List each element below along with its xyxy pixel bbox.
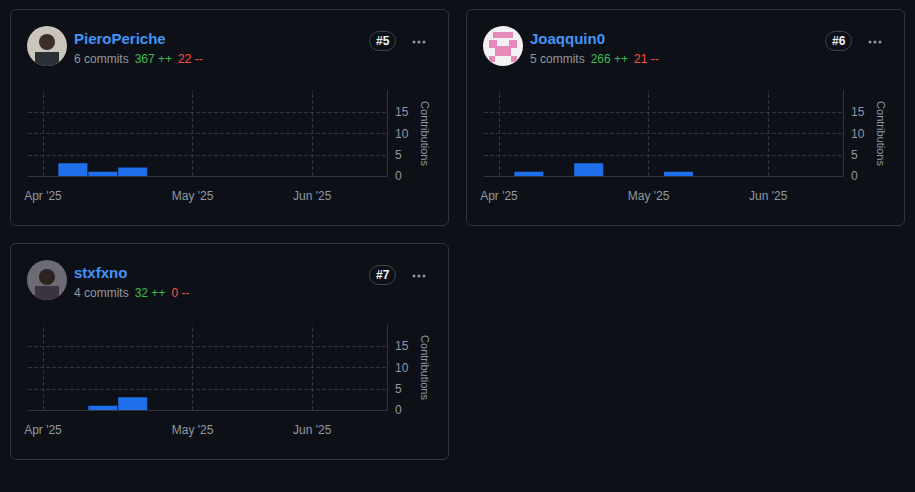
svg-text:0: 0 [851,169,858,183]
svg-text:Apr '25: Apr '25 [24,423,62,437]
svg-text:10: 10 [851,127,865,141]
html-text:4 commits: 4 commits [74,286,129,300]
svg-text:Jun '25: Jun '25 [749,189,788,203]
html-text:0 --: 0 -- [171,286,190,300]
html-text:367 ++: 367 ++ [134,52,173,66]
html-text:#7: #7 [376,268,390,282]
svg-text:Jun '25: Jun '25 [293,423,332,437]
svg-text:0: 0 [395,169,402,183]
svg-text:15: 15 [395,339,409,353]
svg-text:Contributions: Contributions [875,101,887,166]
svg-text:5: 5 [851,148,858,162]
html-text:21 --: 21 -- [634,52,659,66]
svg-text:Contributions: Contributions [419,335,431,400]
svg-text:5: 5 [395,382,402,396]
svg-text:10: 10 [395,361,409,375]
svg-text:0: 0 [395,403,402,417]
svg-text:Jun '25: Jun '25 [293,189,332,203]
svg-text:Apr '25: Apr '25 [480,189,518,203]
html-text:22 --: 22 -- [178,52,203,66]
svg-text:May '25: May '25 [628,189,670,203]
svg-text:Contributions: Contributions [419,101,431,166]
svg-text:15: 15 [395,105,409,119]
html-text:6 commits: 6 commits [74,52,129,66]
html-text:stxfxno: stxfxno [74,264,128,281]
html-text:Joaqquin0: Joaqquin0 [530,30,605,47]
svg-text:10: 10 [395,127,409,141]
svg-text:5: 5 [395,148,402,162]
svg-text:May '25: May '25 [172,423,214,437]
svg-text:Apr '25: Apr '25 [24,189,62,203]
svg-text:15: 15 [851,105,865,119]
html-text:PieroPeriche: PieroPeriche [74,30,166,47]
html-text:266 ++: 266 ++ [590,52,629,66]
html-text:5 commits: 5 commits [530,52,585,66]
html-text:32 ++: 32 ++ [134,286,166,300]
html-text:#5: #5 [376,34,390,48]
html-text:#6: #6 [832,34,846,48]
svg-text:May '25: May '25 [172,189,214,203]
